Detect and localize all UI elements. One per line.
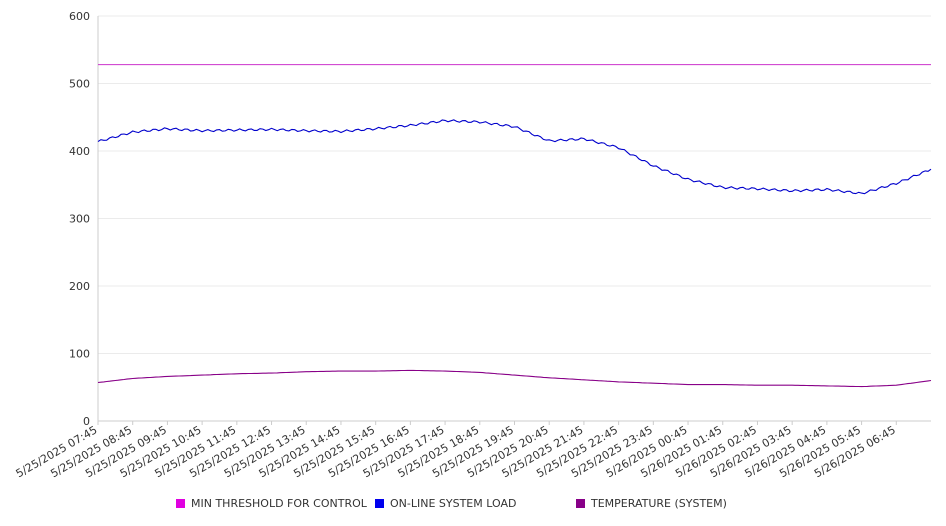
series-lines: [97, 64, 932, 388]
legend-item-min-threshold: MIN THRESHOLD FOR CONTROL: [176, 497, 367, 510]
legend-label-temperature: TEMPERATURE (SYSTEM): [591, 497, 727, 510]
y-tick-label: 300: [69, 213, 90, 226]
y-tick-labels: 0 100 200 300 400 500 600: [69, 10, 90, 428]
y-tick-label: 600: [69, 10, 90, 23]
series-line-1: [97, 119, 932, 195]
axes: [97, 16, 931, 425]
grid-lines: [98, 15, 931, 354]
legend-item-temperature: TEMPERATURE (SYSTEM): [576, 497, 727, 510]
x-tick-labels: 5/25/2025 07:455/25/2025 08:455/25/2025 …: [14, 423, 898, 480]
legend-swatch-temperature: [576, 499, 585, 508]
legend-swatch-min-threshold: [176, 499, 185, 508]
legend-swatch-system-load: [375, 499, 384, 508]
legend-label-system-load: ON-LINE SYSTEM LOAD: [390, 497, 517, 510]
legend-label-min-threshold: MIN THRESHOLD FOR CONTROL: [191, 497, 367, 510]
series-line-2: [97, 369, 932, 388]
y-tick-label: 100: [69, 348, 90, 361]
y-tick-label: 500: [69, 78, 90, 91]
legend: MIN THRESHOLD FOR CONTROL ON-LINE SYSTEM…: [0, 497, 946, 515]
y-tick-label: 0: [83, 415, 90, 428]
y-tick-label: 400: [69, 145, 90, 158]
legend-item-system-load: ON-LINE SYSTEM LOAD: [375, 497, 516, 510]
y-tick-label: 200: [69, 280, 90, 293]
